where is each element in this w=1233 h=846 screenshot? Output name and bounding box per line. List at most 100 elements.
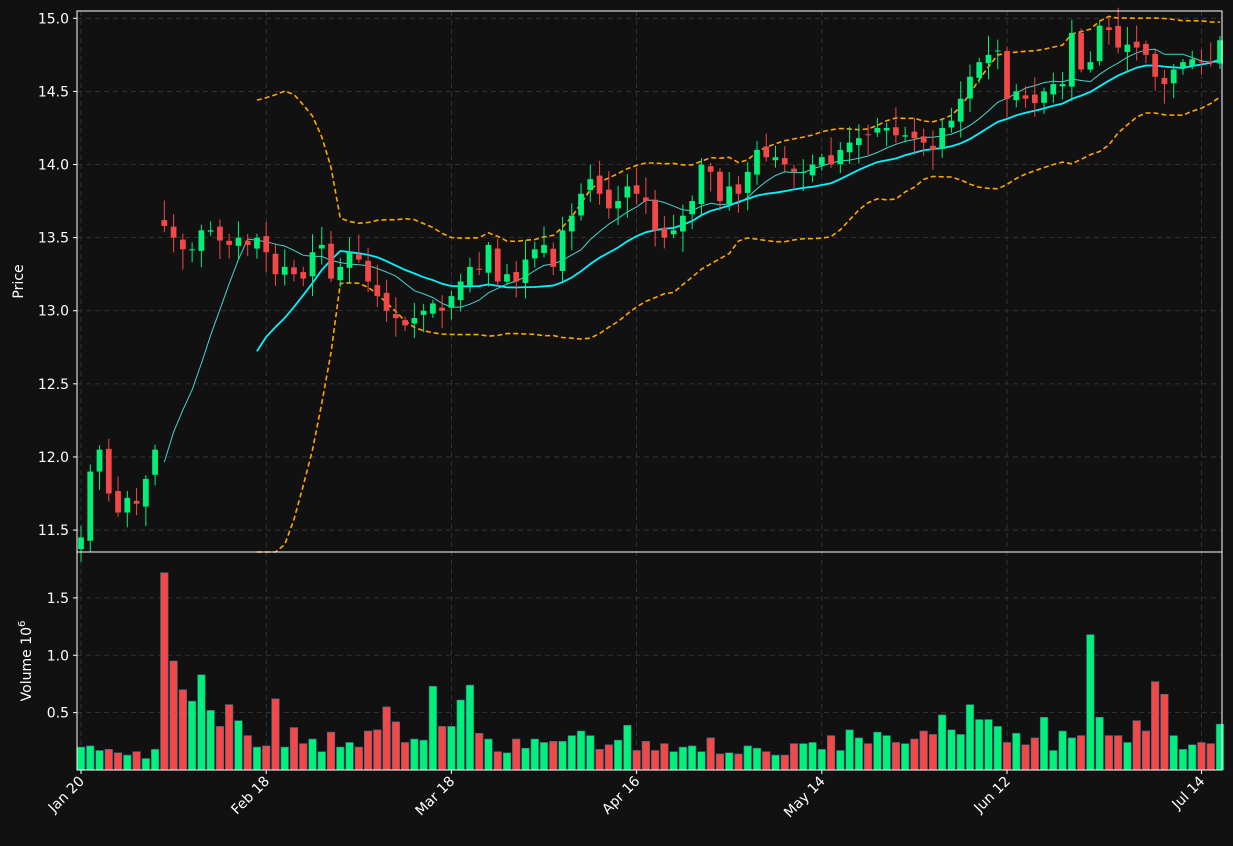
volume-bar (280, 746, 289, 771)
candle-body (142, 478, 149, 507)
volume-bar (725, 752, 734, 771)
volume-bar (86, 745, 95, 771)
candle-body (893, 127, 899, 136)
candle-body (374, 285, 381, 297)
candle-body (263, 236, 270, 253)
candle-body (800, 171, 807, 173)
volume-bar (715, 753, 725, 771)
candle-body (365, 260, 371, 282)
candle-body (874, 127, 881, 133)
volume-bar (632, 750, 641, 771)
volume-bar (752, 747, 762, 771)
candle-body (272, 253, 279, 275)
volume-bar (706, 737, 715, 771)
candle-body (930, 145, 936, 150)
volume-bar (206, 710, 215, 771)
price-tick-label: 12.5 (38, 377, 69, 393)
grid-layer (77, 11, 1222, 770)
candle-body (198, 230, 205, 251)
volume-bar (993, 726, 1002, 771)
volume-bar (845, 729, 854, 771)
candle-body (1189, 59, 1196, 66)
candle-body (633, 185, 640, 194)
volume-bar (919, 730, 928, 771)
volume-bar (678, 746, 688, 771)
volume-bar (1114, 735, 1123, 771)
candle-body (1087, 62, 1094, 70)
candle-body (948, 120, 955, 128)
candle-body (615, 201, 621, 209)
candle-body (309, 252, 316, 277)
volume-bar (882, 735, 891, 771)
volume-bar (243, 735, 252, 771)
volume-bars (76, 572, 1225, 771)
volume-bar (373, 729, 382, 771)
volume-bar (901, 743, 910, 771)
candle-body (96, 449, 103, 472)
candle-body (1180, 62, 1186, 68)
candle-body (791, 168, 797, 172)
volume-bar (438, 726, 447, 771)
candle-body (254, 237, 260, 249)
volume-bar (771, 754, 780, 771)
candle-body (1124, 44, 1131, 52)
volume-bar (1132, 720, 1141, 771)
candle-body (920, 136, 927, 143)
candle-body (587, 179, 594, 191)
volume-bar (447, 726, 456, 771)
volume-bar (76, 746, 86, 771)
candle-body (1078, 33, 1084, 70)
candle-body (837, 149, 844, 165)
volume-bar (799, 743, 808, 771)
candle-body (1207, 61, 1214, 63)
volume-bar (1123, 742, 1132, 771)
volume-bar (317, 751, 326, 771)
volume-bar (1021, 744, 1030, 771)
volume-bar (104, 749, 113, 771)
candle-body (976, 62, 983, 78)
candle-body (179, 239, 186, 250)
volume-bar (947, 729, 956, 771)
volume-bar (743, 745, 752, 771)
volume-bar (789, 743, 799, 771)
volume-bar (651, 750, 660, 771)
candle-body (235, 237, 242, 246)
candle-body (337, 266, 344, 281)
candle-body (754, 149, 760, 175)
candle-body (161, 220, 168, 226)
volume-bar (956, 734, 965, 771)
volume-bar (113, 752, 123, 771)
volume-bar (271, 698, 280, 771)
volume-bar (401, 742, 410, 771)
candle-body (1013, 91, 1020, 101)
volume-panel-frame (76, 551, 1223, 771)
candle-body (115, 491, 121, 513)
volume-bar (502, 752, 512, 771)
candle-body (1050, 84, 1057, 95)
volume-bar (817, 749, 826, 771)
volume-bar (975, 719, 984, 771)
price-tick-label: 13.5 (38, 231, 69, 247)
candle-body (1096, 25, 1103, 62)
volume-bar (197, 674, 206, 771)
candle-body (642, 197, 649, 202)
volume-bar (669, 751, 678, 771)
bollinger-bands (256, 15, 1221, 553)
candle-body (1106, 27, 1112, 31)
price-tick-label: 15.0 (38, 11, 69, 27)
volume-bar (382, 706, 391, 771)
volume-bar (762, 751, 771, 771)
candle-body (763, 146, 770, 158)
candle-body (957, 98, 964, 122)
candlesticks (78, 7, 1223, 562)
candle-body (902, 135, 909, 137)
volume-bar (299, 743, 308, 771)
volume-bar (780, 754, 789, 771)
candle-body (605, 189, 612, 209)
volume-bar (697, 751, 706, 771)
volume-bar (456, 699, 465, 771)
candle-body (291, 267, 297, 275)
volume-bar (1039, 716, 1049, 771)
candle-body (809, 164, 816, 176)
